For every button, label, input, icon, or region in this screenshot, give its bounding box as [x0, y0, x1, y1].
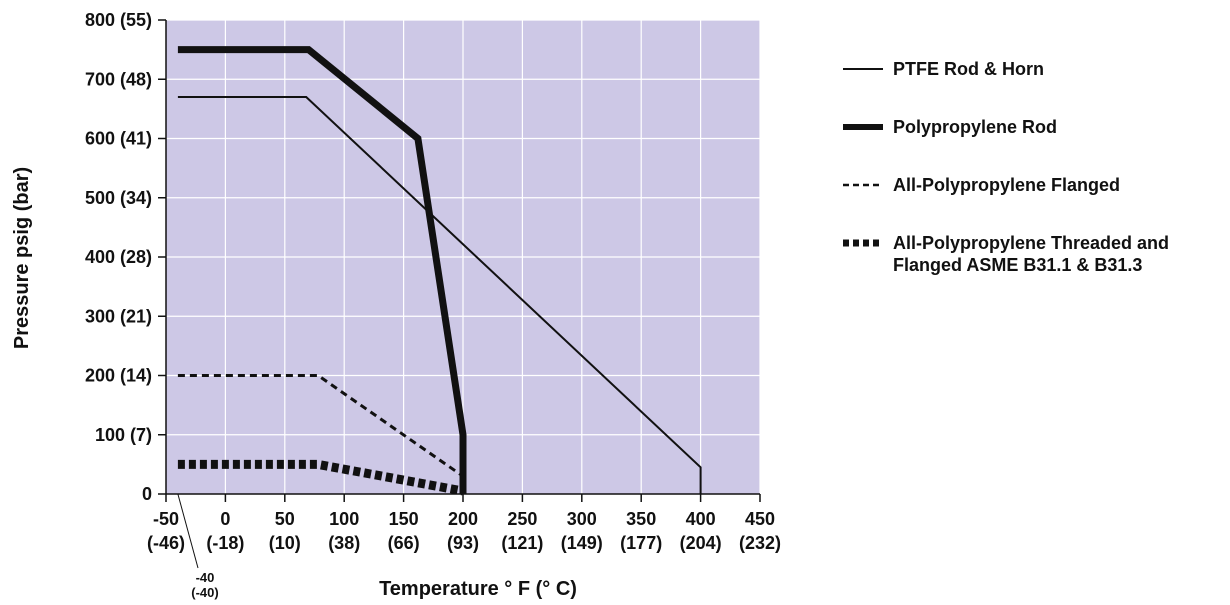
- legend-item-all-pp-flanged: All-Polypropylene Flanged: [843, 174, 1223, 232]
- y-tick-label: 500 (34): [85, 188, 152, 208]
- y-tick-label: 200 (14): [85, 366, 152, 386]
- y-tick-label: 300 (21): [85, 306, 152, 326]
- annotation-leader-line: [177, 493, 199, 569]
- y-tick-label: 100 (7): [95, 425, 152, 445]
- series-lines: [177, 46, 702, 496]
- x-tick-label-c: (177): [620, 533, 662, 553]
- series-line-thick-dashed: [177, 459, 464, 496]
- x-tick-label-f: 350: [626, 509, 656, 529]
- legend-item-polypropylene-rod: Polypropylene Rod: [843, 116, 1223, 174]
- x-tick-label-c: (121): [501, 533, 543, 553]
- legend-label-line-1: All-Polypropylene Threaded and: [893, 233, 1170, 253]
- x-tick-label-f: 50: [275, 509, 295, 529]
- legend-label: Polypropylene Rod: [893, 117, 1058, 137]
- legend-label-multiline: All-Polypropylene Threaded and Flanged A…: [893, 232, 1169, 276]
- x-tick-label-c: (93): [447, 533, 479, 553]
- y-tick-label: 700 (48): [85, 69, 152, 89]
- legend-swatch-thick-dashed: [843, 232, 883, 252]
- legend-swatch-thick-solid: [843, 116, 883, 136]
- x-tick-label-f: 100: [329, 509, 359, 529]
- y-tick-label: 0: [142, 484, 152, 504]
- annotation-label-c: (-40): [191, 585, 218, 600]
- legend-swatch-thin-dashed: [843, 174, 883, 194]
- y-axis-title: Pressure psig (bar): [11, 167, 33, 349]
- x-tick-label-c: (-46): [147, 533, 185, 553]
- x-tick-label-f: 150: [389, 509, 419, 529]
- x-tick-label-f: 250: [507, 509, 537, 529]
- x-tick-label-f: -50: [153, 509, 179, 529]
- series-line-thin-solid: [177, 96, 702, 494]
- legend-swatch-thin-solid: [843, 58, 883, 78]
- x-tick-label-c: (232): [739, 533, 781, 553]
- annotation-label-f: -40: [196, 570, 215, 585]
- legend-item-ptfe: PTFE Rod & Horn: [843, 58, 1223, 116]
- x-tick-label-c: (66): [388, 533, 420, 553]
- y-tick-labels: 0 100 (7) 200 (14) 300 (21) 400 (28) 500 (34)…: [85, 10, 166, 504]
- y-tick-label: 600 (41): [85, 129, 152, 149]
- x-tick-label-f: 450: [745, 509, 775, 529]
- legend-item-all-pp-threaded-flanged: All-Polypropylene Threaded and Flanged A…: [843, 232, 1223, 290]
- x-tick-label-c: (38): [328, 533, 360, 553]
- series-line-thick-solid: [177, 46, 467, 494]
- legend-label-line-2: Flanged ASME B31.1 & B31.3: [893, 255, 1143, 275]
- x-tick-label-f: 400: [686, 509, 716, 529]
- y-tick-label: 800 (55): [85, 10, 152, 30]
- y-tick-label: 400 (28): [85, 247, 152, 267]
- x-tick-label-c: (10): [269, 533, 301, 553]
- x-axis-title: Temperature ° F (° C): [379, 578, 577, 600]
- legend-label: PTFE Rod & Horn: [893, 59, 1044, 79]
- x-tick-label-c: (-18): [206, 533, 244, 553]
- legend-label: All-Polypropylene Flanged: [893, 175, 1121, 195]
- x-tick-label-c: (204): [680, 533, 722, 553]
- legend: PTFE Rod & Horn Polypropylene Rod All-Po…: [843, 58, 1223, 290]
- x-tick-labels: -50 (-46) 0 (-18) 50 (10) 100 (38) 150 (66) 200 (93…: [147, 494, 781, 553]
- x-tick-label-f: 200: [448, 509, 478, 529]
- x-tick-label-f: 300: [567, 509, 597, 529]
- x-tick-label-f: 0: [220, 509, 230, 529]
- x-tick-label-c: (149): [561, 533, 603, 553]
- x-annotation-minus-40: -40 (-40): [177, 493, 219, 600]
